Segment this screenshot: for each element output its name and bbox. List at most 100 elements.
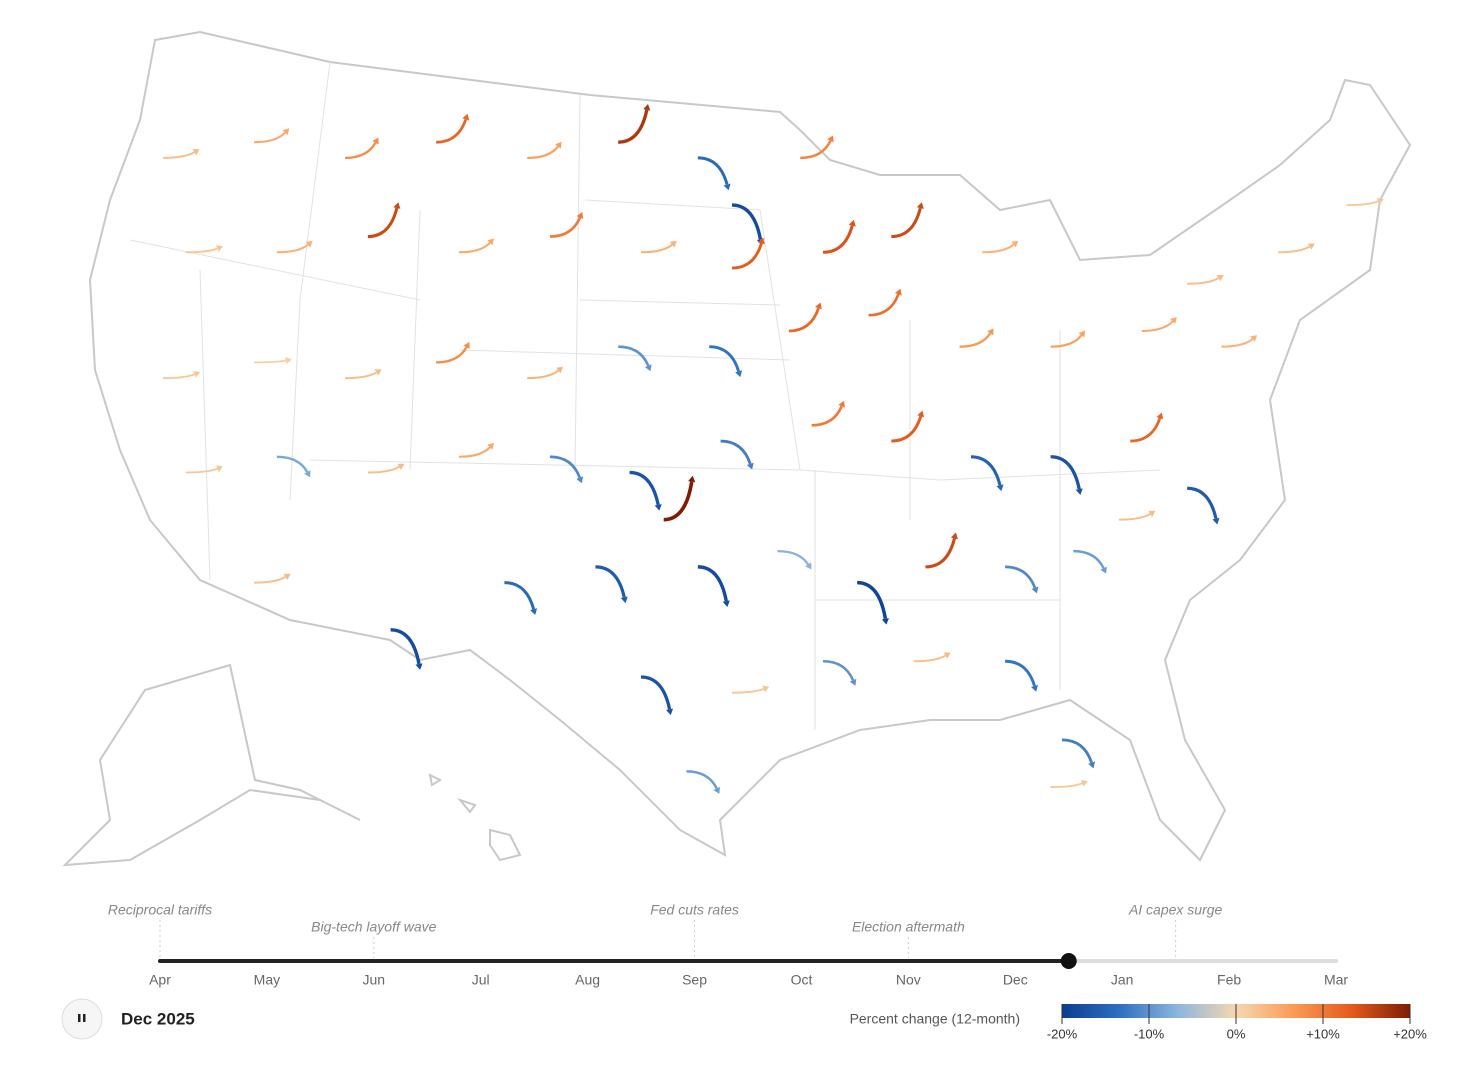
arrow-head (1307, 243, 1315, 250)
arrow-shaft (163, 373, 195, 380)
arrow (914, 652, 951, 663)
arrow (891, 410, 925, 443)
month-label: Aug (575, 972, 600, 988)
arrow-head (1011, 240, 1019, 248)
month-label: Sep (682, 972, 707, 988)
arrow (857, 580, 889, 625)
arrow-head (644, 364, 652, 372)
arrow-head (1100, 566, 1107, 574)
arrow-shaft (367, 465, 400, 474)
arrow (822, 219, 856, 254)
arrow-head (556, 366, 563, 374)
arrow-shaft (185, 467, 218, 474)
arrow (1005, 565, 1039, 594)
arrow-head (555, 141, 562, 149)
month-label: Jun (363, 972, 386, 988)
arrow-head (827, 135, 834, 143)
arrow-head (666, 708, 674, 716)
arrow-head (1250, 335, 1258, 342)
arrow-head (216, 245, 223, 252)
arrow-shaft (1005, 565, 1037, 589)
timeline-handle[interactable] (1060, 953, 1077, 969)
month-label: Apr (149, 972, 171, 988)
arrow-shaft (527, 369, 560, 380)
arrow (1050, 455, 1083, 495)
arrow-shaft (618, 109, 649, 144)
month-label: May (254, 972, 280, 988)
month-label: Jan (1111, 972, 1134, 988)
arrow-shaft (254, 131, 286, 144)
arrow-shaft (857, 580, 888, 620)
arrow-shaft (458, 242, 491, 254)
arrow (367, 463, 405, 474)
arrow-shaft (1130, 417, 1162, 443)
arrow-head (848, 219, 856, 227)
arrow (345, 369, 382, 380)
arrow-head (746, 462, 754, 470)
arrow-head (762, 685, 770, 693)
arrow-head (1031, 586, 1039, 594)
arrow (458, 238, 495, 254)
arrow (549, 212, 584, 238)
arrow-shaft (959, 332, 992, 348)
arrow (367, 202, 401, 239)
arrow (1130, 412, 1164, 443)
us-outline (88, 30, 1412, 862)
legend-tick-label: 0% (1227, 1026, 1246, 1041)
arrow-head (713, 786, 720, 794)
arrow (1141, 317, 1177, 332)
arrow-shaft (891, 415, 923, 443)
arrow (1118, 510, 1156, 521)
arrow-shaft (1278, 245, 1311, 254)
arrow-head (943, 652, 951, 659)
arrow-head (192, 149, 200, 156)
arrow (891, 202, 924, 239)
arrow-shaft (458, 446, 491, 458)
arrow-shaft (276, 243, 309, 254)
arrow (925, 532, 958, 569)
current-date: Dec 2025 (121, 1009, 195, 1028)
arrow-head (1376, 197, 1384, 205)
arrow-shaft (697, 156, 729, 185)
arrow-head (643, 104, 651, 111)
arrow (254, 356, 292, 365)
arrow (1187, 274, 1224, 285)
play-pause-button[interactable] (61, 998, 103, 1040)
arrow-head (282, 128, 290, 136)
arrow-head (487, 442, 495, 450)
arrow-head (996, 484, 1004, 492)
arrow (618, 104, 651, 144)
arrow-head (530, 608, 538, 615)
arrow-head (620, 596, 628, 604)
arrow-shaft (823, 659, 855, 681)
arrow (163, 370, 201, 380)
month-label: Mar (1324, 972, 1348, 988)
arrow (436, 341, 470, 364)
arrow-head (193, 370, 201, 378)
arrow-layer (163, 104, 1384, 794)
arrow-head (987, 328, 994, 336)
month-label: Dec (1003, 972, 1028, 988)
arrow (731, 237, 765, 270)
player: Dec 2025 (61, 998, 195, 1040)
arrow-head (576, 476, 584, 484)
month-label: Feb (1217, 972, 1241, 988)
arrow-shaft (436, 118, 468, 144)
arrow-head (463, 341, 470, 349)
arrow-shaft (345, 142, 377, 160)
arrow-shaft (504, 581, 536, 610)
arrow-head (723, 183, 731, 191)
arrow-head (372, 137, 379, 145)
arrow-head (894, 288, 902, 296)
arrow-shaft (595, 565, 626, 598)
arrow-head (1075, 488, 1083, 495)
arrow-shaft (1187, 277, 1220, 285)
arrow-head (881, 618, 889, 625)
arrow (504, 581, 538, 615)
arrow-head (393, 202, 401, 209)
pause-icon (83, 1014, 86, 1022)
arrow (1187, 486, 1220, 525)
arrow-shaft (731, 242, 763, 270)
arrow-shaft (629, 470, 660, 506)
event-label: AI capex surge (1128, 902, 1223, 918)
